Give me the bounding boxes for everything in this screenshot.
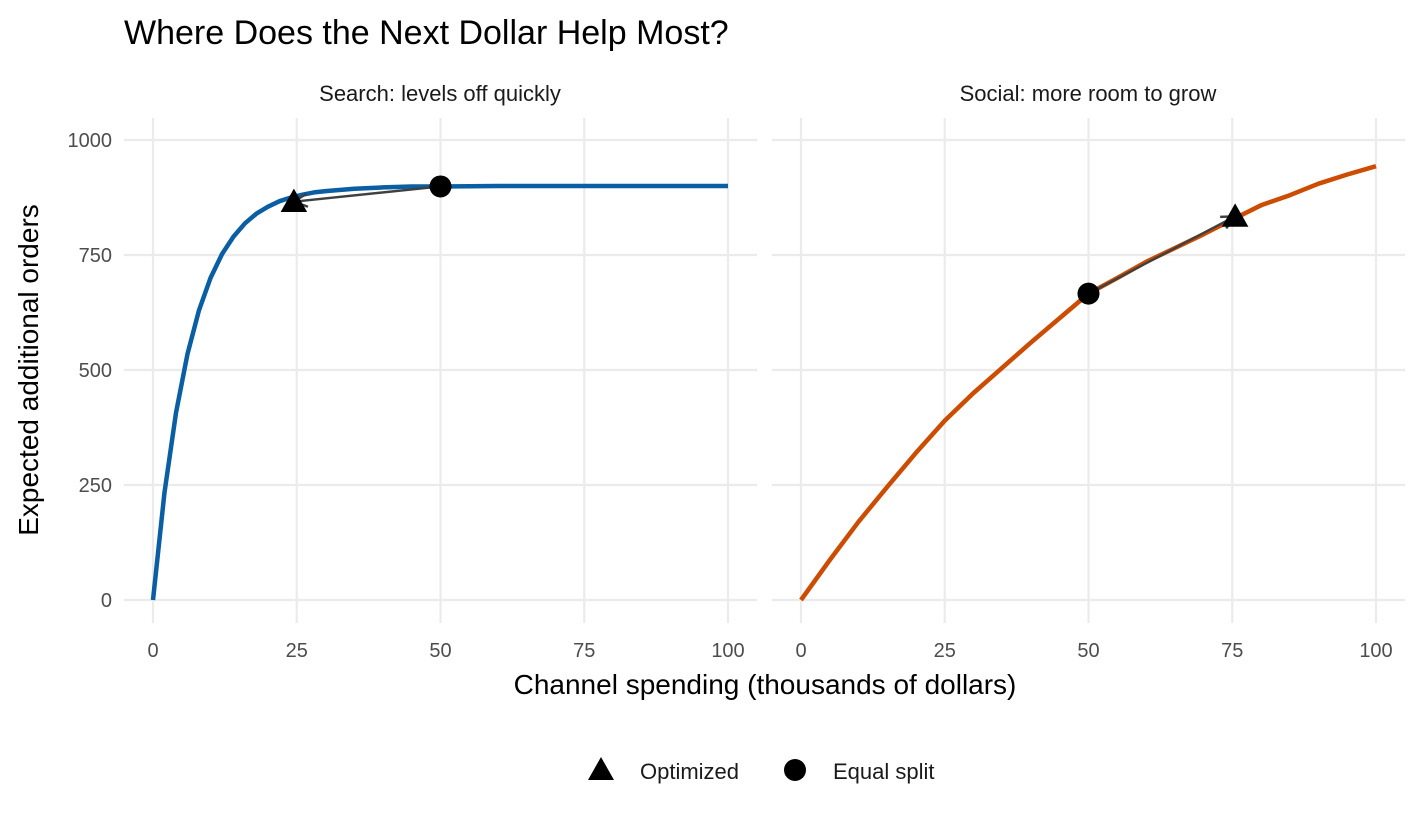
x-tick-label: 25: [934, 640, 956, 662]
x-tick-label: 100: [1359, 640, 1392, 662]
x-axis-title: Channel spending (thousands of dollars): [514, 669, 1017, 700]
x-tick-label: 75: [1221, 640, 1243, 662]
panel-search: Search: levels off quickly 0 25 50 75 100 0 2…: [68, 81, 757, 662]
legend-label-optimized: Optimized: [640, 759, 739, 784]
y-tick-label: 750: [79, 245, 112, 267]
panel-title-social: Social: more room to grow: [960, 81, 1217, 106]
legend: Optimized Equal split: [588, 757, 935, 784]
y-axis-title: Expected additional orders: [13, 204, 44, 536]
gridlines-social: [772, 118, 1405, 623]
y-tick-label: 1000: [68, 130, 113, 152]
shift-arrow-line: [1087, 215, 1236, 295]
data-search: [150, 175, 728, 601]
y-tick-label: 500: [79, 360, 112, 382]
legend-triangle-icon: [588, 757, 614, 780]
legend-circle-icon: [784, 759, 806, 781]
shift-arrow-line: [293, 185, 441, 203]
x-tick-label: 100: [711, 640, 744, 662]
panel-title-search: Search: levels off quickly: [319, 81, 561, 106]
x-ticks-search: 0 25 50 75 100: [147, 640, 744, 662]
optimized-point: [280, 188, 308, 213]
x-tick-label: 25: [286, 640, 308, 662]
x-tick-label: 75: [573, 640, 595, 662]
x-ticks-social: 0 25 50 75 100: [795, 640, 1392, 662]
equal-split-point: [1077, 282, 1100, 305]
optimized-point: [1221, 203, 1249, 227]
x-tick-label: 50: [1077, 640, 1099, 662]
chart-title: Where Does the Next Dollar Help Most?: [124, 14, 729, 52]
y-tick-label: 250: [79, 475, 112, 497]
y-ticks-search: 0 250 500 750 1000: [68, 130, 113, 612]
x-tick-label: 0: [147, 640, 158, 662]
panel-social: Social: more room to grow 0 25 50 75 100: [772, 81, 1405, 662]
data-social: [799, 164, 1377, 602]
x-tick-label: 50: [429, 640, 451, 662]
x-tick-label: 0: [795, 640, 806, 662]
equal-split-point: [429, 175, 452, 198]
legend-label-equal-split: Equal split: [833, 759, 935, 784]
y-tick-label: 0: [101, 590, 112, 612]
